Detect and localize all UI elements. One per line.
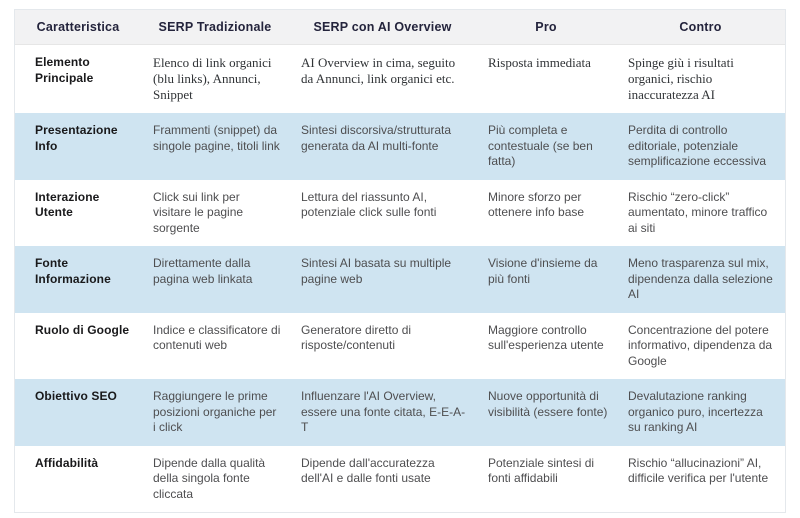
cell-pro: Più completa e contestuale (se ben fatta… [488,123,593,168]
table-row-affidabilita: Affidabilità Dipende dalla qualità della… [15,446,785,513]
table-row-obiettivo-seo: Obiettivo SEO Raggiungere le prime posiz… [15,379,785,446]
cell-serp-tradizionale: Indice e classificatore di contenuti web [153,322,281,353]
cell-serp-tradizionale: Direttamente dalla pagina web linkata [153,256,253,286]
cell-pro: Minore sforzo per ottenere info base [488,189,585,220]
cell-serp-tradizionale: Elenco di link organici (blu links), Ann… [153,55,272,102]
table-row-elemento-principale: Elemento Principale Elenco di link organ… [15,45,785,113]
cell-contro: Spinge giù i risultati organici, rischio… [628,55,734,102]
feature-label: Ruolo di Google [35,322,130,337]
feature-label: Fonte Informazione [35,256,111,286]
cell-pro: Visione d'insieme da più fonti [488,256,598,286]
table-row-presentazione-info: Presentazione Info Frammenti (snippet) d… [15,113,785,180]
cell-pro: Potenziale sintesi di fonti affidabili [488,455,595,486]
cell-contro: Devalutazione ranking organico puro, inc… [628,389,763,434]
header-pro: Pro [535,20,557,34]
feature-label: Elemento Principale [35,55,94,85]
cell-contro: Meno trasparenza sul mix, dipendenza dal… [628,256,773,301]
cell-serp-tradizionale: Raggiungere le prime posizioni organiche… [153,389,277,434]
cell-serp-ai-overview: Sintesi discorsiva/strutturata generata … [301,123,452,153]
header-serp-tradizionale: SERP Tradizionale [158,20,272,34]
feature-label: Presentazione Info [35,123,118,153]
feature-label: Interazione Utente [35,189,100,220]
cell-serp-tradizionale: Dipende dalla qualità della singola font… [153,455,266,501]
cell-serp-ai-overview: Lettura del riassunto AI, potenziale cli… [301,189,437,220]
cell-pro: Nuove opportunità di visibilità (essere … [488,389,608,419]
header-contro: Contro [679,20,722,34]
cell-contro: Perdita di controllo editoriale, potenzi… [628,123,767,168]
feature-label: Affidabilità [35,455,99,470]
cell-pro: Maggiore controllo sull'esperienza utent… [488,322,604,353]
cell-serp-ai-overview: AI Overview in cima, seguito da Annunci,… [301,55,456,86]
cell-serp-ai-overview: Influenzare l'AI Overview, essere una fo… [301,389,466,434]
cell-serp-tradizionale: Click sui link per visitare le pagine so… [153,189,244,235]
cell-pro: Risposta immediata [488,55,591,70]
header-caratteristica: Caratteristica [36,20,120,34]
table-row-fonte-informazione: Fonte Informazione Direttamente dalla pa… [15,246,785,313]
cell-contro: Concentrazione del potere informativo, d… [628,322,773,368]
cell-serp-ai-overview: Generatore diretto di risposte/contenuti [301,322,412,353]
cell-contro: Rischio “zero-click” aumentato, minore t… [628,189,768,235]
comparison-table: Caratteristica SERP Tradizionale SERP co… [14,9,786,513]
table-row-interazione-utente: Interazione Utente Click sui link per vi… [15,180,785,247]
feature-label: Obiettivo SEO [35,389,117,403]
cell-serp-ai-overview: Sintesi AI basata su multiple pagine web [301,256,452,286]
table-row-ruolo-di-google: Ruolo di Google Indice e classificatore … [15,313,785,380]
cell-serp-tradizionale: Frammenti (snippet) da singole pagine, t… [153,123,280,153]
cell-serp-ai-overview: Dipende dall'accuratezza dell'AI e dalle… [301,455,435,486]
header-serp-ai-overview: SERP con AI Overview [313,20,452,34]
cell-contro: Rischio “allucinazioni” AI, difficile ve… [628,455,769,486]
table-header-row: Caratteristica SERP Tradizionale SERP co… [15,10,785,45]
